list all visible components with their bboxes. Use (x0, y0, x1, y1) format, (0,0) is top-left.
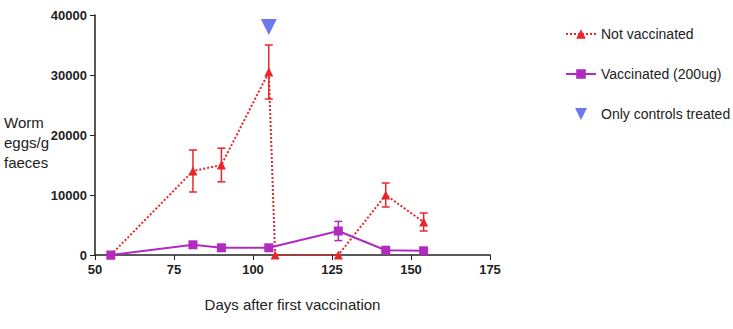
svg-text:125: 125 (321, 262, 343, 277)
svg-text:175: 175 (479, 262, 501, 277)
svg-text:Worm: Worm (4, 114, 44, 131)
svg-text:20000: 20000 (51, 128, 87, 143)
svg-text:Only controls treated: Only controls treated (601, 106, 730, 122)
svg-text:10000: 10000 (51, 188, 87, 203)
svg-text:Not vaccinated: Not vaccinated (601, 26, 694, 42)
svg-text:Days after first vaccination: Days after first vaccination (205, 296, 381, 313)
svg-text:150: 150 (400, 262, 422, 277)
svg-text:50: 50 (88, 262, 102, 277)
svg-text:0: 0 (80, 248, 87, 263)
svg-text:40000: 40000 (51, 8, 87, 23)
svg-text:75: 75 (167, 262, 181, 277)
svg-text:100: 100 (242, 262, 264, 277)
svg-text:30000: 30000 (51, 68, 87, 83)
svg-text:eggs/g: eggs/g (4, 134, 49, 151)
svg-text:faeces: faeces (4, 154, 48, 171)
svg-text:Vaccinated (200ug): Vaccinated (200ug) (601, 66, 721, 82)
